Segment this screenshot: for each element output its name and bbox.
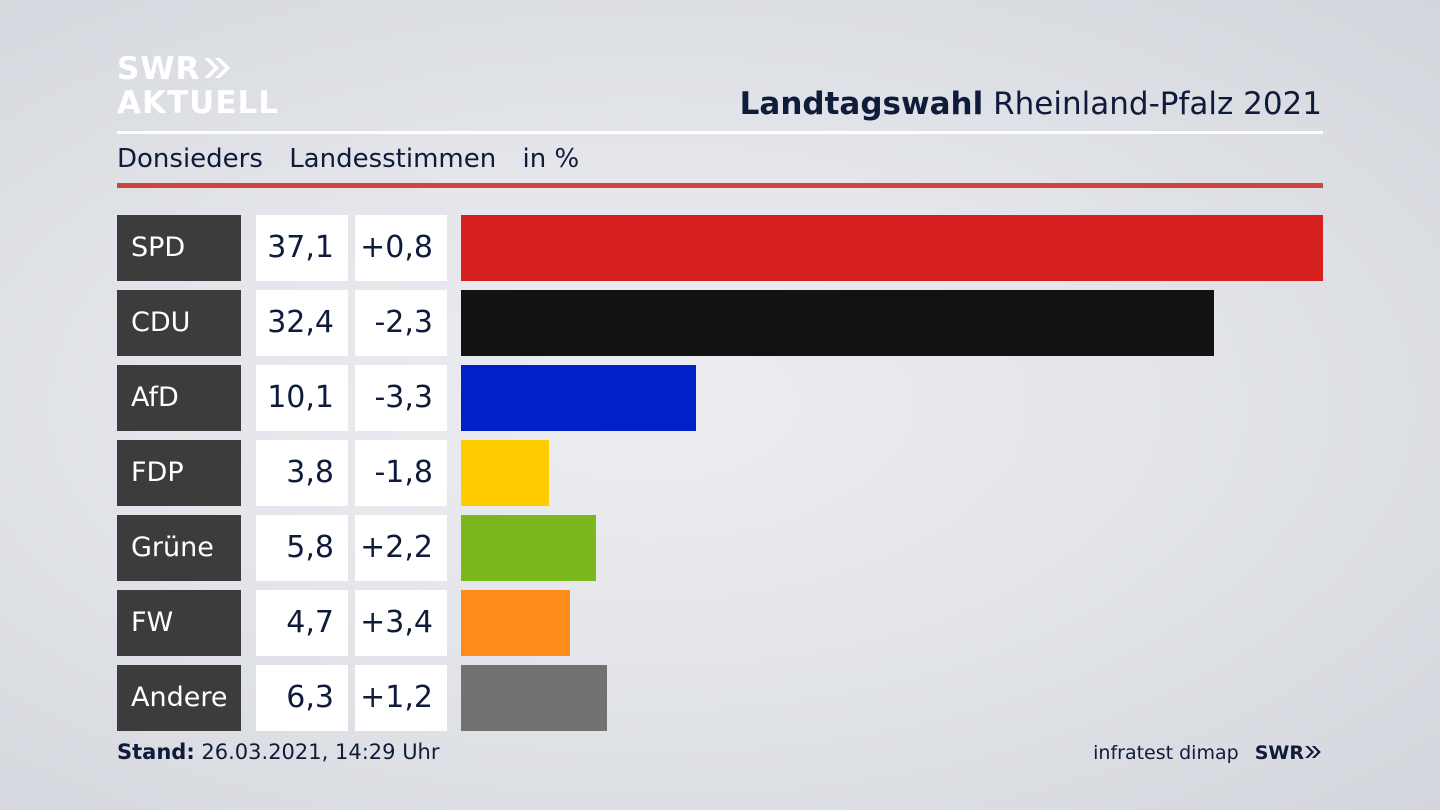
vote-share-value: 4,7 xyxy=(256,590,348,656)
double-chevron-icon xyxy=(1305,746,1321,758)
subtitle-unit: in % xyxy=(522,144,580,174)
vote-share-bar xyxy=(461,365,696,431)
result-row-cdu: CDU 32,4 -2,3 xyxy=(117,290,1323,356)
vote-share-bar xyxy=(461,665,607,731)
vote-share-bar xyxy=(461,215,1323,281)
chart-subtitle: Donsieders Landesstimmen in % xyxy=(117,144,597,174)
vote-change-value: -2,3 xyxy=(355,290,447,356)
subtitle-type: Landesstimmen xyxy=(289,144,497,174)
title-rest: Rheinland-Pfalz 2021 xyxy=(993,86,1322,122)
vote-share-value: 5,8 xyxy=(256,515,348,581)
page-title: Landtagswahl Rheinland-Pfalz 2021 xyxy=(740,86,1322,122)
swr-aktuell-logo: SWR AKTUELL xyxy=(117,52,279,120)
vote-share-bar xyxy=(461,515,596,581)
result-row-afd: AfD 10,1 -3,3 xyxy=(117,365,1323,431)
accent-divider xyxy=(117,183,1323,188)
vote-change-value: +2,2 xyxy=(355,515,447,581)
source-credit: infratest dimap SWR xyxy=(1093,742,1322,764)
vote-share-value: 32,4 xyxy=(256,290,348,356)
result-row-andere: Andere 6,3 +1,2 xyxy=(117,665,1323,731)
vote-share-value: 3,8 xyxy=(256,440,348,506)
vote-change-value: +3,4 xyxy=(355,590,447,656)
party-label: Andere xyxy=(117,665,241,731)
subtitle-place: Donsieders xyxy=(117,144,263,174)
vote-change-value: -3,3 xyxy=(355,365,447,431)
party-label: FW xyxy=(117,590,241,656)
stand-label: Stand: xyxy=(117,740,195,764)
footer-brand: SWR xyxy=(1254,742,1304,764)
header-divider xyxy=(117,131,1323,134)
stand-value: 26.03.2021, 14:29 Uhr xyxy=(201,740,440,764)
title-bold: Landtagswahl xyxy=(739,86,984,122)
timestamp: Stand: 26.03.2021, 14:29 Uhr xyxy=(117,740,440,764)
party-label: Grüne xyxy=(117,515,241,581)
vote-share-bar xyxy=(461,590,570,656)
vote-share-value: 6,3 xyxy=(256,665,348,731)
result-row-fw: FW 4,7 +3,4 xyxy=(117,590,1323,656)
vote-share-value: 10,1 xyxy=(256,365,348,431)
source-name: infratest dimap xyxy=(1093,742,1239,764)
logo-aktuell: AKTUELL xyxy=(117,85,280,121)
result-row-spd: SPD 37,1 +0,8 xyxy=(117,215,1323,281)
double-chevron-icon xyxy=(204,57,231,78)
result-row-fdp: FDP 3,8 -1,8 xyxy=(117,440,1323,506)
logo-swr: SWR xyxy=(117,51,201,87)
vote-change-value: +0,8 xyxy=(355,215,447,281)
vote-change-value: +1,2 xyxy=(355,665,447,731)
party-label: CDU xyxy=(117,290,241,356)
vote-share-bar xyxy=(461,440,549,506)
vote-share-bar xyxy=(461,290,1214,356)
party-label: SPD xyxy=(117,215,241,281)
result-row-grüne: Grüne 5,8 +2,2 xyxy=(117,515,1323,581)
party-label: AfD xyxy=(117,365,241,431)
party-label: FDP xyxy=(117,440,241,506)
vote-change-value: -1,8 xyxy=(355,440,447,506)
vote-share-value: 37,1 xyxy=(256,215,348,281)
